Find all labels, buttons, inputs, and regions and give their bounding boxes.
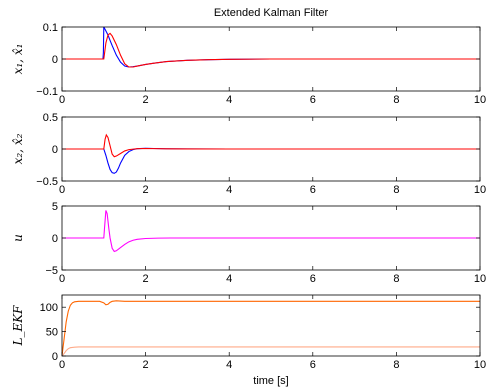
- x-tick-label: 6: [310, 184, 316, 196]
- x-tick-label: 10: [474, 184, 486, 196]
- x-tick-label: 10: [474, 273, 486, 285]
- x-tick-label: 10: [474, 94, 486, 106]
- x-tick-label: 6: [310, 273, 316, 285]
- x-tick-label: 4: [226, 359, 232, 371]
- subplot-1: 0 2 4 6 8 10−0.100.1x₁, x̂₁: [11, 22, 486, 106]
- x-tick-label: 6: [310, 94, 316, 106]
- series-line-3-1: [62, 210, 480, 253]
- y-axis-label: L_EKF: [11, 305, 25, 347]
- x-tick-label: 0: [59, 184, 65, 196]
- x-tick-label: 2: [143, 94, 149, 106]
- y-tick-label: 0: [52, 233, 58, 245]
- y-tick-label: 50: [46, 327, 58, 339]
- y-tick-label: −5: [45, 265, 58, 277]
- y-tick-label: −0.5: [36, 176, 58, 188]
- axes-frame: [61, 294, 481, 357]
- x-tick-label: 8: [393, 359, 399, 371]
- x-tick-label: 10: [474, 359, 486, 371]
- x-tick-label: 8: [393, 94, 399, 106]
- x-tick-label: 0: [59, 273, 65, 285]
- series-line-1-2: [62, 32, 480, 68]
- x-tick-label: 2: [143, 359, 149, 371]
- y-tick-label: 5: [52, 201, 58, 213]
- y-axis-label: x₂, x̂₂: [11, 133, 25, 164]
- series-line-2-2: [62, 133, 480, 158]
- x-tick-label: 4: [226, 94, 232, 106]
- x-tick-label: 0: [59, 94, 65, 106]
- x-tick-label: 2: [143, 273, 149, 285]
- x-tick-label: 0: [59, 359, 65, 371]
- series-line-4-2: [62, 346, 480, 356]
- y-axis-label: x₁, x̂₁: [11, 44, 25, 75]
- y-tick-label: 0: [52, 144, 58, 156]
- x-tick-label: 8: [393, 273, 399, 285]
- x-tick-label: 4: [226, 273, 232, 285]
- y-tick-label: −0.1: [36, 86, 58, 98]
- subplot-2: 0 2 4 6 8 10−0.500.5x₂, x̂₂: [11, 112, 486, 196]
- y-axis-label: u: [11, 234, 25, 242]
- x-tick-label: 4: [226, 184, 232, 196]
- y-tick-label: 0: [52, 54, 58, 66]
- series-line-4-1: [62, 300, 480, 356]
- y-tick-label: 0.5: [43, 112, 58, 124]
- x-axis-label: time [s]: [253, 375, 288, 387]
- x-tick-label: 8: [393, 184, 399, 196]
- series-line-2-1: [62, 147, 480, 174]
- series-line-1-1: [62, 27, 480, 68]
- y-tick-label: 100: [40, 302, 58, 314]
- chart-title: Extended Kalman Filter: [214, 7, 329, 19]
- x-tick-label: 2: [143, 184, 149, 196]
- x-tick-label: 6: [310, 359, 316, 371]
- y-tick-label: 0: [52, 351, 58, 363]
- y-tick-label: 0.1: [43, 22, 58, 34]
